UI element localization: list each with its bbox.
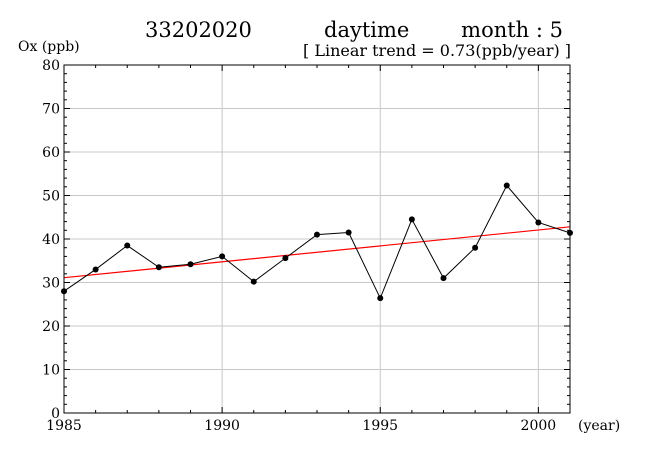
y-axis-label: Ox (ppb) — [18, 39, 80, 55]
data-point — [377, 295, 384, 302]
data-series-layer — [61, 182, 573, 302]
data-point — [503, 182, 510, 189]
plot-frame — [63, 64, 571, 414]
x-axis-label: (year) — [578, 418, 620, 434]
trend-line-layer — [63, 226, 571, 279]
y-tick-label: 20 — [42, 319, 60, 335]
period-label: daytime — [324, 18, 409, 42]
data-point — [124, 242, 131, 249]
data-point — [187, 261, 194, 268]
data-point — [535, 219, 542, 226]
series-line — [63, 184, 571, 300]
data-point — [408, 216, 415, 223]
y-tick-label: 10 — [42, 363, 60, 379]
y-tick-label: 0 — [51, 406, 60, 422]
y-tick-label: 80 — [42, 58, 60, 74]
month-label: month : 5 — [461, 18, 563, 42]
data-point — [314, 231, 320, 238]
data-point — [155, 264, 162, 271]
data-point — [440, 275, 447, 282]
y-tick-label: 30 — [42, 276, 60, 292]
linear-trend-line — [63, 226, 571, 279]
data-point — [282, 255, 289, 262]
y-tick-label: 70 — [42, 102, 60, 118]
x-tick-label: 2000 — [521, 418, 557, 434]
data-point — [219, 253, 226, 260]
data-point — [345, 229, 352, 236]
y-tick-label: 40 — [42, 232, 60, 248]
data-point — [92, 266, 99, 273]
data-point — [250, 278, 257, 285]
trend-label: [ Linear trend = 0.73(ppb/year) ] — [303, 41, 571, 60]
axis-ticks: 0 10 20 30 40 50 60 70 80 1985 1990 1995 2000 — [42, 58, 571, 434]
station-code: 33202020 — [145, 18, 252, 42]
x-tick-label: 1990 — [204, 418, 240, 434]
y-tick-label: 60 — [42, 145, 60, 161]
x-tick-label: 1985 — [46, 418, 82, 434]
gridlines — [64, 65, 570, 413]
y-tick-label: 50 — [42, 189, 60, 205]
x-tick-label: 1995 — [362, 418, 398, 434]
data-point — [472, 244, 479, 251]
